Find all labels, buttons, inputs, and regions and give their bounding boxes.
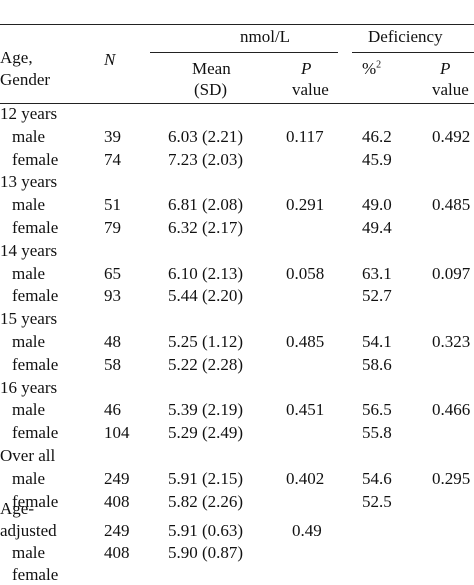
- cell-p: 0.058: [286, 263, 325, 283]
- cell-p: 0.291: [286, 195, 325, 215]
- cell-p: 0.485: [286, 332, 325, 351]
- adjusted-p: 0.49: [292, 521, 322, 540]
- cell-n: 65: [104, 263, 121, 283]
- cell-gender: female: [12, 423, 59, 443]
- cell-pct: 56.5: [362, 400, 392, 420]
- cell-pct: 52.7: [362, 286, 392, 306]
- cell-gender: female: [12, 286, 59, 306]
- cell-pct: 49.4: [362, 218, 392, 237]
- cell-p2: 0.466: [432, 400, 471, 420]
- cell-gender: female: [12, 218, 59, 237]
- cell-pct: 46.2: [362, 126, 392, 146]
- cell-gender: female: [12, 354, 59, 374]
- cell-gender: male: [12, 263, 46, 283]
- group-label: 16 years: [0, 377, 58, 397]
- adjusted-gender-female: female: [12, 565, 59, 584]
- cell-mean: 6.81 (2.08): [168, 195, 244, 215]
- cell-p: 0.402: [286, 468, 325, 488]
- header-mean-line2: (SD): [194, 80, 228, 99]
- cell-mean: 5.39 (2.19): [168, 400, 244, 420]
- cell-mean: 5.44 (2.20): [168, 286, 244, 306]
- header-age-gender-line1: Age,: [0, 48, 33, 67]
- cell-n: 74: [104, 149, 121, 169]
- group-label: 13 years: [0, 172, 58, 192]
- cell-n: 408: [104, 491, 130, 511]
- header-p2-line1: P: [440, 59, 451, 78]
- header-nmol: nmol/L: [240, 27, 291, 46]
- cell-mean: 7.23 (2.03): [168, 149, 244, 169]
- cell-n: 93: [104, 286, 121, 306]
- cell-n: 51: [104, 195, 121, 215]
- cell-gender: male: [12, 332, 46, 351]
- top-rule: [0, 24, 474, 25]
- header-p-line2: value: [292, 80, 329, 99]
- header-mean-line1: Mean: [192, 59, 231, 78]
- cell-gender: male: [12, 195, 46, 215]
- cell-p2: 0.295: [432, 468, 471, 488]
- cell-pct: 58.6: [362, 354, 392, 374]
- header-deficiency: Deficiency: [368, 27, 443, 46]
- header-p2-line2: value: [432, 80, 469, 99]
- adjusted-n-1: 249: [104, 521, 130, 540]
- cell-p2: 0.323: [432, 332, 471, 351]
- cell-gender: female: [12, 491, 59, 511]
- adjusted-label-line2: adjusted: [0, 521, 57, 540]
- group-label: 14 years: [0, 240, 58, 260]
- nmol-rule: [150, 52, 338, 53]
- group-label: 12 years: [0, 104, 58, 123]
- cell-mean: 5.22 (2.28): [168, 354, 244, 374]
- cell-n: 249: [104, 468, 130, 488]
- cell-p: 0.117: [286, 126, 324, 146]
- adjusted-mean-2: 5.90 (0.87): [168, 543, 244, 562]
- adjusted-gender-male: male: [12, 543, 46, 562]
- adjusted-label-line1: Age-: [0, 499, 34, 518]
- group-label: 15 years: [0, 309, 58, 329]
- cell-p2: 0.485: [432, 195, 471, 215]
- header-bottom-rule: [0, 103, 474, 104]
- cell-mean: 6.03 (2.21): [168, 126, 244, 146]
- header-percent: %2: [362, 59, 382, 78]
- cell-gender: male: [12, 468, 46, 488]
- cell-mean: 5.91 (2.15): [168, 468, 244, 488]
- cell-pct: 55.8: [362, 423, 392, 443]
- cell-n: 79: [104, 218, 121, 237]
- cell-n: 104: [104, 423, 130, 443]
- cell-gender: female: [12, 149, 59, 169]
- cell-mean: 5.25 (1.12): [168, 332, 244, 351]
- cell-pct: 52.5: [362, 491, 392, 511]
- adjusted-mean-1: 5.91 (0.63): [168, 521, 244, 540]
- cell-pct: 49.0: [362, 195, 392, 215]
- cell-n: 58: [104, 354, 121, 374]
- cell-gender: male: [12, 126, 46, 146]
- cell-pct: 45.9: [362, 149, 392, 169]
- cell-mean: 6.10 (2.13): [168, 263, 244, 283]
- cell-mean: 5.29 (2.49): [168, 423, 244, 443]
- cell-mean: 5.82 (2.26): [168, 491, 244, 511]
- cell-pct: 63.1: [362, 263, 392, 283]
- deficiency-rule: [352, 52, 474, 53]
- cell-n: 48: [104, 332, 121, 351]
- header-age-gender-line2: Gender: [0, 70, 51, 89]
- group-label: Over all: [0, 446, 56, 465]
- cell-p2: 0.492: [432, 126, 471, 146]
- header-p-line1: P: [301, 59, 312, 78]
- cell-n: 46: [104, 400, 121, 420]
- cell-p2: 0.097: [432, 263, 471, 283]
- cell-mean: 6.32 (2.17): [168, 218, 244, 237]
- header-n: N: [104, 50, 116, 69]
- cell-p: 0.451: [286, 400, 325, 420]
- cell-pct: 54.6: [362, 468, 392, 488]
- cell-n: 39: [104, 126, 121, 146]
- cell-pct: 54.1: [362, 332, 392, 351]
- cell-gender: male: [12, 400, 46, 420]
- adjusted-n-2: 408: [104, 543, 130, 562]
